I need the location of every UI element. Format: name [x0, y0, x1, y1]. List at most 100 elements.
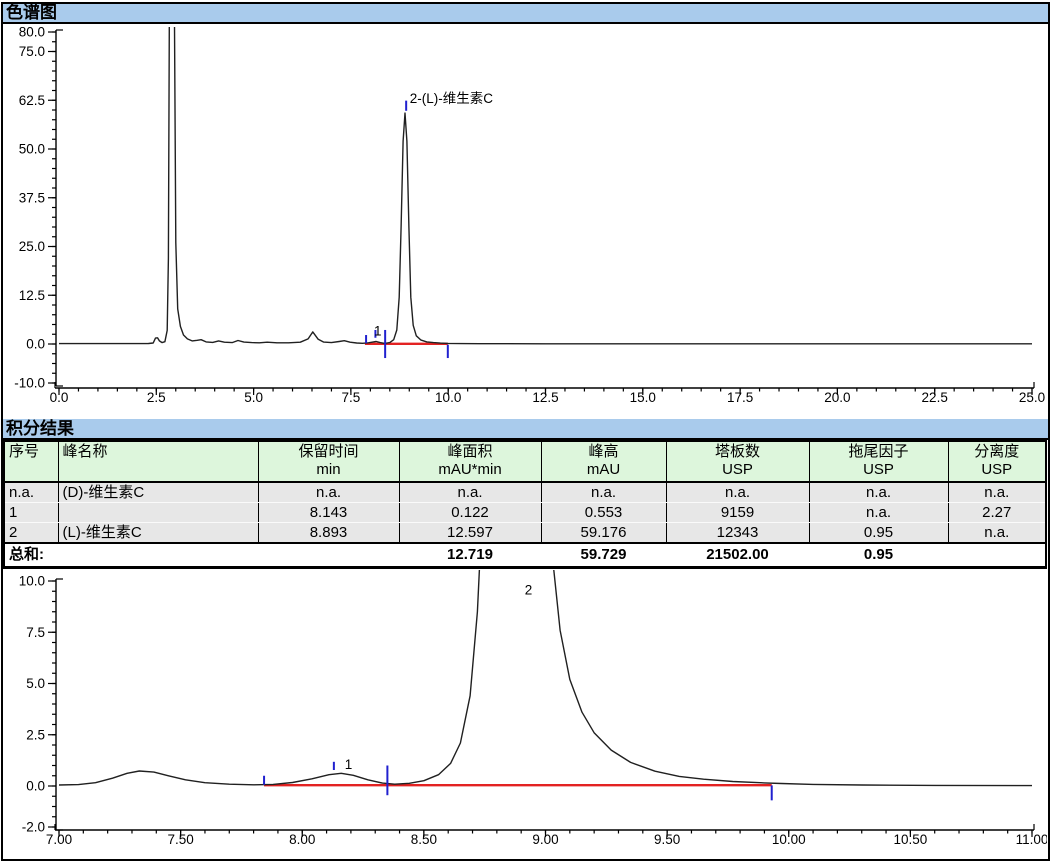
svg-text:2.5: 2.5 [26, 727, 45, 742]
table-total-cell: 59.729 [541, 542, 666, 569]
table-cell: (D)-维生素C [57, 481, 259, 503]
table-header-cell: 塔板数 USP [665, 440, 810, 483]
y-axis-labels: -2.0 0.0 2.5 5.0 7.5 10.0 [19, 574, 45, 835]
y-axis-labels: -10.0 0.0 12.5 25.0 37.5 50.0 62.5 75.0 80.0 [14, 25, 45, 391]
table-cell: n.a. [540, 481, 667, 503]
table-cell: n.a. [3, 481, 59, 503]
table-cell: n.a. [808, 481, 949, 503]
svg-text:20.0: 20.0 [824, 390, 850, 405]
svg-text:9.00: 9.00 [532, 832, 558, 847]
table-total-cell [948, 542, 1046, 569]
svg-text:5.0: 5.0 [244, 390, 263, 405]
table-cell: 59.176 [540, 522, 667, 544]
chromatogram-zoom-plot: -2.0 0.0 2.5 5.0 7.5 10.0 7.00 7.50 8.00 8.50 9.00… [19, 570, 1047, 847]
svg-text:2.5: 2.5 [147, 390, 166, 405]
svg-text:11.00: 11.00 [1016, 832, 1047, 847]
svg-text:8.50: 8.50 [411, 832, 437, 847]
table-total-cell: 21502.00 [666, 542, 809, 569]
peak-markers [263, 761, 773, 801]
peak-labels: 1 2-(L)-维生素C [374, 91, 493, 338]
svg-text:37.5: 37.5 [19, 190, 45, 205]
svg-text:10.0: 10.0 [435, 390, 461, 405]
chromatogram-zoom-chart[interactable]: -2.0 0.0 2.5 5.0 7.5 10.0 7.00 7.50 8.00 8.50 9.00… [2, 570, 1047, 859]
svg-text:2: 2 [525, 582, 533, 597]
y-axis [48, 578, 63, 831]
svg-text:10.00: 10.00 [772, 832, 806, 847]
table-cell: 2 [3, 522, 59, 544]
table-cell: 1 [3, 502, 59, 523]
table-header-cell: 序号 [3, 440, 59, 483]
integration-results: 序号 峰名称 保留时间 min 峰面积 mAU*min 峰高 mAU 塔板数 USP 拖尾因子 USP… [3, 440, 1047, 569]
signal-trace [59, 27, 1032, 345]
x-axis [54, 382, 1035, 395]
svg-text:8.00: 8.00 [289, 832, 315, 847]
table-cell: 9159 [665, 502, 810, 523]
table-cell: (L)-维生素C [57, 522, 259, 544]
integration-results-table: 序号 峰名称 保留时间 min 峰面积 mAU*min 峰高 mAU 塔板数 USP 拖尾因子 USP… [3, 440, 1047, 569]
table-total-cell: 0.95 [809, 542, 948, 569]
svg-text:5.0: 5.0 [26, 676, 45, 691]
table-cell: 8.893 [257, 522, 400, 544]
svg-text:50.0: 50.0 [19, 142, 45, 157]
table-row: 2 (L)-维生素C 8.893 12.597 59.176 12343 0.95 n.a. [3, 522, 1047, 544]
svg-text:12.5: 12.5 [532, 390, 558, 405]
svg-text:25.0: 25.0 [19, 239, 45, 254]
x-axis [54, 824, 1035, 837]
table-header-cell: 峰面积 mAU*min [398, 440, 542, 483]
svg-text:7.5: 7.5 [26, 625, 45, 640]
table-cell: 12.597 [398, 522, 542, 544]
table-total-cell: 12.719 [399, 542, 541, 569]
svg-text:10.0: 10.0 [19, 574, 45, 589]
table-cell: n.a. [808, 502, 949, 523]
signal-trace [58, 570, 1033, 787]
svg-text:62.5: 62.5 [19, 93, 45, 108]
table-header-cell: 保留时间 min [257, 440, 400, 483]
svg-text:12.5: 12.5 [19, 288, 45, 303]
table-cell: 0.553 [540, 502, 667, 523]
peak-markers [365, 100, 449, 359]
svg-text:15.0: 15.0 [630, 390, 656, 405]
table-cell: 2.27 [947, 502, 1047, 523]
table-header-cell: 峰高 mAU [540, 440, 667, 483]
svg-text:22.5: 22.5 [922, 390, 948, 405]
svg-text:0.0: 0.0 [26, 779, 45, 794]
x-axis-labels: 7.00 7.50 8.00 8.50 9.00 9.50 10.00 10.50 11.00 [46, 832, 1047, 847]
table-header-cell: 分离度 USP [947, 440, 1047, 483]
table-cell: n.a. [398, 481, 542, 503]
svg-text:-10.0: -10.0 [14, 376, 45, 391]
svg-text:1: 1 [374, 323, 382, 338]
table-cell: n.a. [947, 522, 1047, 544]
table-row: n.a. (D)-维生素C n.a. n.a. n.a. n.a. n.a. n.a. [3, 481, 1047, 503]
table-cell: n.a. [257, 481, 400, 503]
section-title-chromatogram: 色谱图 [6, 3, 57, 22]
section-title-integration: 积分结果 [6, 419, 74, 438]
svg-text:7.50: 7.50 [167, 832, 193, 847]
svg-text:7.5: 7.5 [342, 390, 361, 405]
table-cell [57, 502, 259, 523]
svg-text:9.50: 9.50 [654, 832, 680, 847]
x-axis-labels: 0.0 2.5 5.0 7.5 10.0 12.5 15.0 17.5 20.0 22.5 25.0 [50, 390, 1046, 405]
svg-text:2-(L)-维生素C: 2-(L)-维生素C [410, 91, 493, 106]
table-header-row: 序号 峰名称 保留时间 min 峰面积 mAU*min 峰高 mAU 塔板数 USP 拖尾因子 USP… [3, 440, 1047, 483]
svg-text:0.0: 0.0 [50, 390, 69, 405]
svg-text:80.0: 80.0 [19, 25, 45, 40]
table-cell: 0.122 [398, 502, 542, 523]
table-total-label: 总和: [4, 542, 399, 569]
svg-text:17.5: 17.5 [727, 390, 753, 405]
y-axis [48, 29, 63, 387]
svg-text:75.0: 75.0 [19, 44, 45, 59]
svg-text:25.0: 25.0 [1019, 390, 1045, 405]
table-cell: n.a. [665, 481, 810, 503]
table-cell: 8.143 [257, 502, 400, 523]
svg-text:1: 1 [345, 757, 353, 772]
table-cell: n.a. [947, 481, 1047, 503]
section-header-integration: 积分结果 [3, 419, 1048, 440]
section-header-chromatogram: 色谱图 [3, 3, 1048, 24]
chromatogram-full-chart[interactable]: -10.0 0.0 12.5 25.0 37.5 50.0 62.5 75.0 80.0 0.0 2… [2, 24, 1047, 419]
table-total-row: 总和: 12.719 59.729 21502.00 0.95 [4, 542, 1046, 569]
table-cell: 0.95 [808, 522, 949, 544]
table-cell: 12343 [665, 522, 810, 544]
svg-text:10.50: 10.50 [893, 832, 927, 847]
svg-text:-2.0: -2.0 [22, 820, 45, 835]
